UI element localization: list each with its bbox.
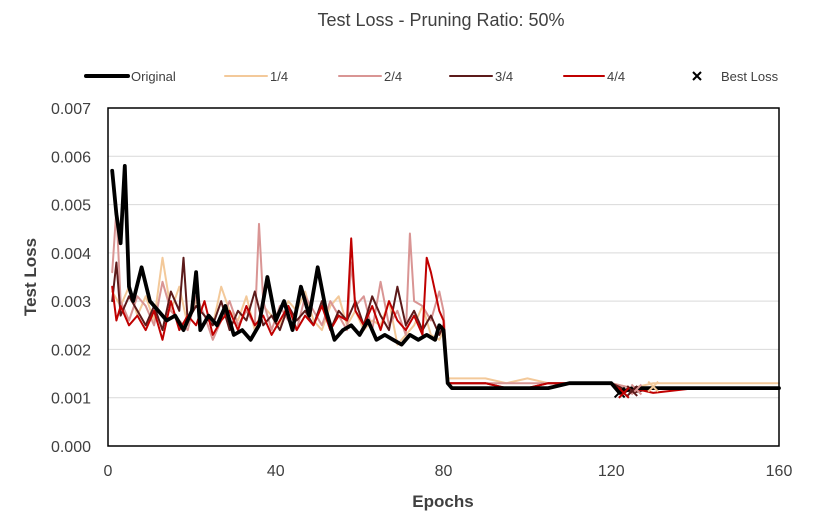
legend-item-1-4: 1/4 xyxy=(224,69,288,84)
series-line-original xyxy=(110,164,781,395)
legend-item-best-loss: Best Loss xyxy=(692,69,779,84)
legend: Original 1/4 2/4 3/4 4/4 Best Loss xyxy=(84,69,779,84)
y-tick-label: 0.004 xyxy=(51,246,91,263)
best-loss-marker xyxy=(647,380,659,393)
gridlines xyxy=(108,107,779,399)
x-tick-label: 0 xyxy=(104,463,113,480)
best-loss-marker xyxy=(618,387,630,399)
legend-label: 1/4 xyxy=(270,69,288,84)
x-axis-label: Epochs xyxy=(412,492,473,511)
x-axis-ticks: 0 40 80 120 160 xyxy=(104,463,793,480)
y-tick-label: 0.003 xyxy=(51,294,91,311)
x-tick-label: 120 xyxy=(598,463,625,480)
legend-item-4-4: 4/4 xyxy=(563,69,625,84)
legend-label: Original xyxy=(131,69,176,84)
legend-label: 2/4 xyxy=(384,69,402,84)
best-loss-markers xyxy=(613,380,659,399)
chart-title: Test Loss - Pruning Ratio: 50% xyxy=(317,10,564,30)
legend-label: Best Loss xyxy=(721,69,779,84)
y-tick-label: 0.001 xyxy=(51,391,91,408)
x-tick-label: 160 xyxy=(766,463,793,480)
series-lines xyxy=(110,164,781,395)
best-loss-marker xyxy=(626,385,638,397)
legend-item-3-4: 3/4 xyxy=(449,69,513,84)
legend-label: 4/4 xyxy=(607,69,625,84)
y-tick-label: 0.000 xyxy=(51,439,91,456)
y-tick-label: 0.002 xyxy=(51,342,91,359)
legend-label: 3/4 xyxy=(495,69,513,84)
legend-item-original: Original xyxy=(84,69,176,84)
plot-area-border xyxy=(107,107,780,447)
x-tick-label: 80 xyxy=(435,463,453,480)
y-tick-label: 0.005 xyxy=(51,198,91,215)
y-axis-ticks: 0.000 0.001 0.002 0.003 0.004 0.005 0.006 0.007 xyxy=(51,101,91,456)
series-line-1-4 xyxy=(111,256,780,390)
best-loss-marker xyxy=(613,386,626,399)
y-tick-label: 0.006 xyxy=(51,149,91,166)
y-tick-label: 0.007 xyxy=(51,101,91,118)
x-tick-label: 40 xyxy=(267,463,285,480)
y-axis-label: Test Loss xyxy=(21,238,40,316)
legend-item-2-4: 2/4 xyxy=(338,69,402,84)
